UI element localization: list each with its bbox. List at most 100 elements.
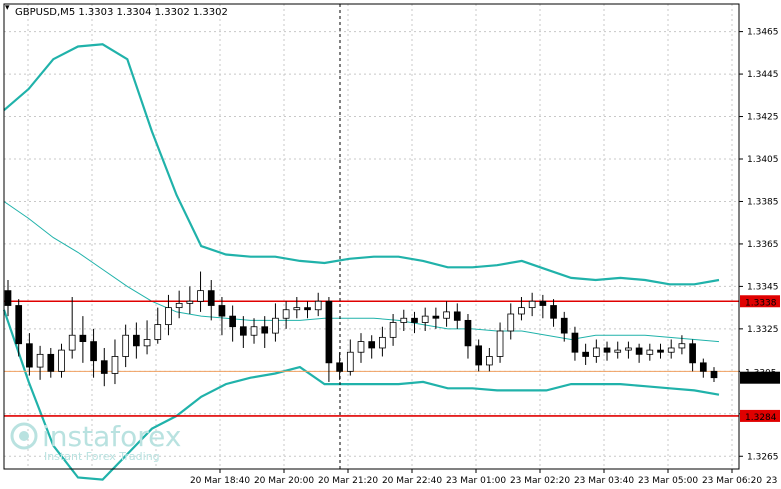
x-tick-label: 23 Mar 03:40 <box>574 476 634 486</box>
y-tick-label: 1.3385 <box>747 197 779 207</box>
candle-body <box>625 347 632 351</box>
candle-body <box>646 349 654 355</box>
candle-body <box>26 343 33 368</box>
candle-body <box>486 356 493 366</box>
candle-body <box>657 349 664 353</box>
candle-body <box>229 315 236 328</box>
y-tick-label: 1.3325 <box>747 325 779 335</box>
candle-body <box>528 300 536 309</box>
y-tick-label: 1.3425 <box>747 113 779 123</box>
plot-frame <box>3 3 740 470</box>
bollinger-middle <box>3 201 720 343</box>
candle-body <box>4 290 12 306</box>
candle-body <box>122 334 130 357</box>
candle-body <box>314 300 322 311</box>
candle-body <box>346 351 354 372</box>
candle-body <box>261 326 269 334</box>
bollinger-lower <box>2 309 720 481</box>
candle-body <box>667 347 675 353</box>
bollinger-bands <box>2 43 720 481</box>
current-price-bg <box>740 371 780 384</box>
candle-body <box>507 313 515 332</box>
candle-body <box>207 290 215 306</box>
candle-body <box>58 349 65 372</box>
x-tick-label: 20 Mar 20:00 <box>254 476 314 486</box>
candle-body <box>550 305 557 319</box>
level-label: 1.3338 <box>745 298 777 308</box>
candle-body <box>357 341 365 353</box>
candle-body <box>571 332 579 353</box>
candle-body <box>699 362 707 372</box>
candle-body <box>272 317 279 334</box>
candle-body <box>186 300 194 304</box>
candle-body <box>710 370 718 379</box>
candle-body <box>175 302 183 309</box>
y-tick-label: 1.3405 <box>747 155 779 165</box>
y-tick-label: 1.3365 <box>747 240 779 250</box>
x-tick-label: 23 Mar 01:00 <box>446 476 506 486</box>
candle-body <box>15 305 23 345</box>
candle-body <box>496 330 504 357</box>
candles <box>4 271 718 387</box>
horizontal-levels <box>4 300 739 417</box>
level-label-bg <box>740 409 780 422</box>
y-tick-label: 1.3345 <box>747 282 779 292</box>
candle-body <box>325 300 333 364</box>
x-tick-label: 23 Mar 05:00 <box>638 476 698 486</box>
y-tick-label: 1.3265 <box>747 452 779 462</box>
candle-body <box>100 360 108 374</box>
candle-body <box>239 326 247 336</box>
candle-body <box>560 317 568 334</box>
candle-body <box>218 305 226 317</box>
candle-body <box>453 311 461 321</box>
x-tick-label: 20 Mar 18:40 <box>190 476 250 486</box>
y-tick-label: 1.3445 <box>747 70 779 80</box>
candle-body <box>443 311 450 319</box>
candle-body <box>432 315 440 319</box>
candle-body <box>154 324 162 340</box>
candle-body <box>197 290 204 302</box>
candle-body <box>592 347 600 357</box>
candle-body <box>90 341 97 362</box>
header-triangle-icon: ▾ <box>5 3 10 13</box>
candle-body <box>111 356 119 374</box>
candle-body <box>678 343 686 349</box>
candle-body <box>689 343 696 364</box>
current-price-label: 1.3302 <box>745 375 777 385</box>
x-tick-label: 20 Mar 21:20 <box>318 476 378 486</box>
candle-body <box>614 349 622 353</box>
instaforex-logo-icon <box>10 422 38 450</box>
candle-body <box>411 317 418 323</box>
candle-body <box>464 319 472 347</box>
candle-body <box>603 347 611 353</box>
candle-body <box>475 345 483 366</box>
x-axis: 20 Mar 18:40 20 Mar 20:00 20 Mar 21:20 20 M… <box>190 469 781 486</box>
candle-body <box>421 315 429 323</box>
candle-body <box>36 353 44 368</box>
candle-body <box>68 334 76 351</box>
watermark-tagline: Instant Forex Trading <box>44 450 160 463</box>
level-label-bg <box>740 295 780 308</box>
y-tick-label: 1.3465 <box>747 28 779 38</box>
level-label: 1.3284 <box>745 413 777 423</box>
candle-body <box>282 309 290 319</box>
x-tick-label: 23 Mar 07:40 <box>766 476 781 486</box>
candle-body <box>368 341 376 349</box>
candle-body <box>143 339 151 347</box>
y-axis: 1.3465 1.3445 1.3425 1.3405 1.3385 1.3365 1.33… <box>739 28 780 462</box>
candle-body <box>293 307 301 311</box>
x-tick-label: 23 Mar 02:20 <box>510 476 570 486</box>
candle-body <box>539 300 547 306</box>
watermark-brand: instaforex <box>42 420 181 453</box>
candle-body <box>635 347 643 355</box>
candle-body <box>165 307 172 326</box>
candle-body <box>47 353 55 372</box>
x-tick-label: 23 Mar 06:20 <box>702 476 762 486</box>
candle-body <box>400 317 408 323</box>
candle-body <box>133 334 140 347</box>
candle-body <box>250 326 258 336</box>
chart-header: GBPUSD,M5 1.3303 1.3304 1.3302 1.3302 <box>15 7 228 18</box>
candle-body <box>582 351 589 357</box>
